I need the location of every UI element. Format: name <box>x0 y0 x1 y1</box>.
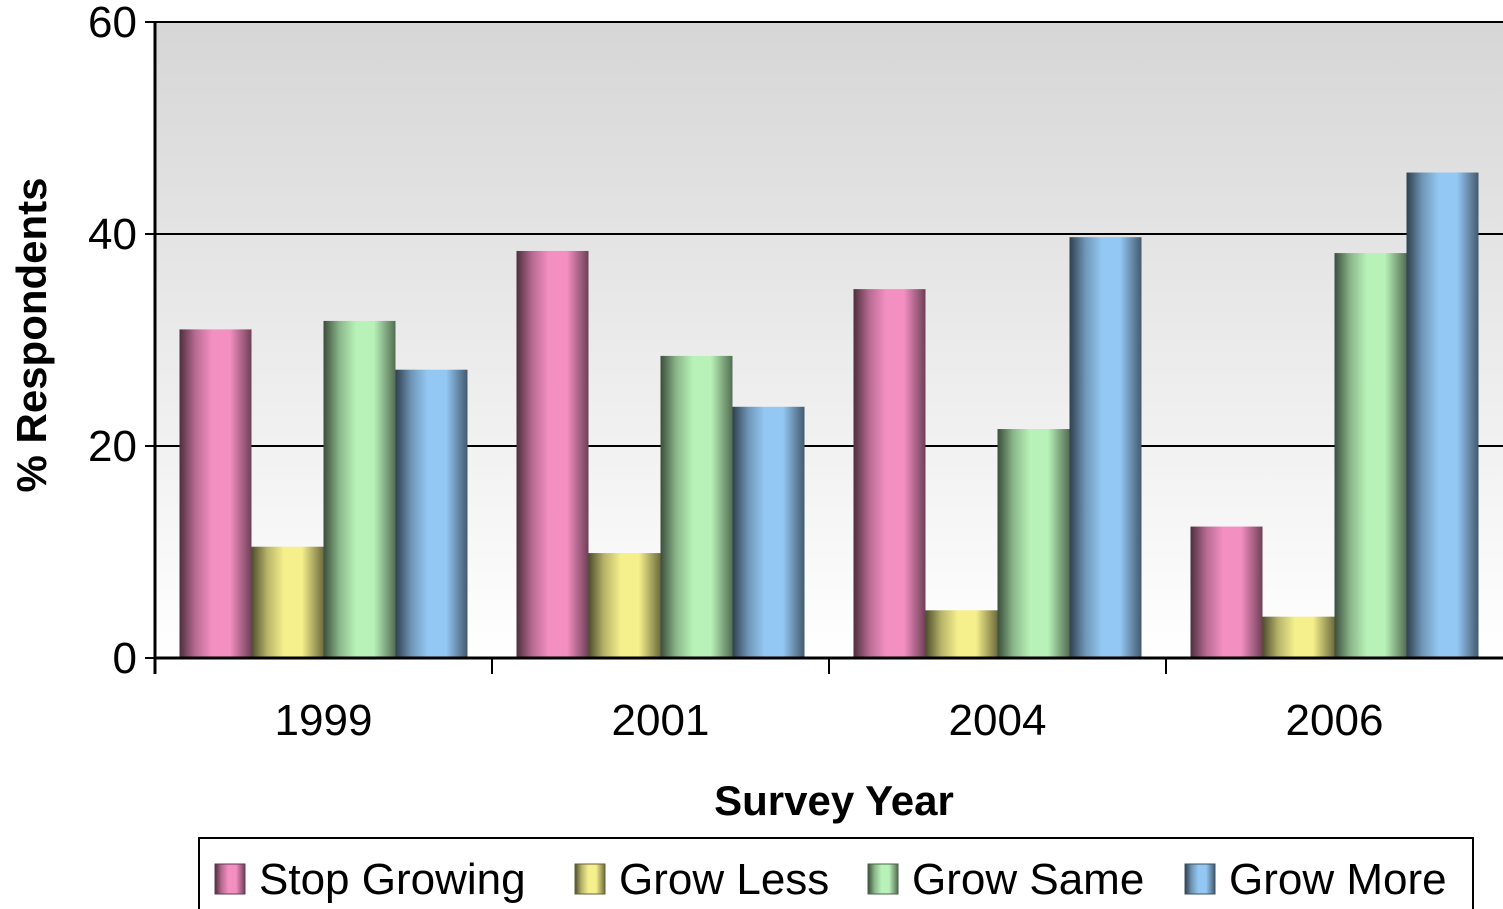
bar-grow-less-2004 <box>925 610 998 658</box>
legend-label: Grow Same <box>912 855 1144 904</box>
bar-grow-same-2004 <box>997 429 1070 658</box>
bar-stop-growing-2006 <box>1190 526 1263 658</box>
legend-label: Stop Growing <box>259 855 526 904</box>
bar-grow-more-1999 <box>395 369 468 658</box>
bar-grow-same-2001 <box>660 355 733 658</box>
bar-grow-same-2006 <box>1334 253 1407 658</box>
y-axis-title: % Respondents <box>8 177 55 492</box>
legend-swatch <box>867 863 899 895</box>
x-axis-title: Survey Year <box>714 777 954 824</box>
legend: Stop Growing Grow Less Grow Same Grow More <box>198 837 1474 909</box>
legend-swatch <box>1184 863 1216 895</box>
x-tick-label: 2001 <box>612 696 710 745</box>
bar-grow-less-2006 <box>1262 616 1335 658</box>
legend-swatch <box>574 863 606 895</box>
y-tick-label: 20 <box>88 422 137 471</box>
legend-label: Grow More <box>1229 855 1447 904</box>
y-tick-label: 60 <box>88 0 137 47</box>
bar-grow-more-2004 <box>1069 237 1142 658</box>
legend-label: Grow Less <box>619 855 829 904</box>
legend-swatch <box>214 863 246 895</box>
y-tick-label: 40 <box>88 210 137 259</box>
x-tick-label: 2006 <box>1286 696 1384 745</box>
bar-grow-same-1999 <box>323 320 396 658</box>
legend-box <box>198 837 1474 909</box>
y-tick-label: 0 <box>113 634 137 683</box>
bar-stop-growing-2004 <box>853 289 926 658</box>
bar-grow-less-1999 <box>251 546 324 658</box>
y-tick-labels: 0 20 40 60 <box>88 0 137 683</box>
x-tick-label: 1999 <box>275 696 373 745</box>
bar-stop-growing-1999 <box>179 329 252 658</box>
x-tick-labels: 1999 2001 2004 2006 <box>275 696 1384 745</box>
bar-grow-less-2001 <box>588 553 661 658</box>
x-tick-label: 2004 <box>949 696 1047 745</box>
bar-stop-growing-2001 <box>516 250 589 658</box>
bar-grow-more-2001 <box>732 406 805 658</box>
bars <box>179 172 1479 658</box>
bar-grow-more-2006 <box>1406 172 1479 658</box>
axes <box>153 22 1503 674</box>
